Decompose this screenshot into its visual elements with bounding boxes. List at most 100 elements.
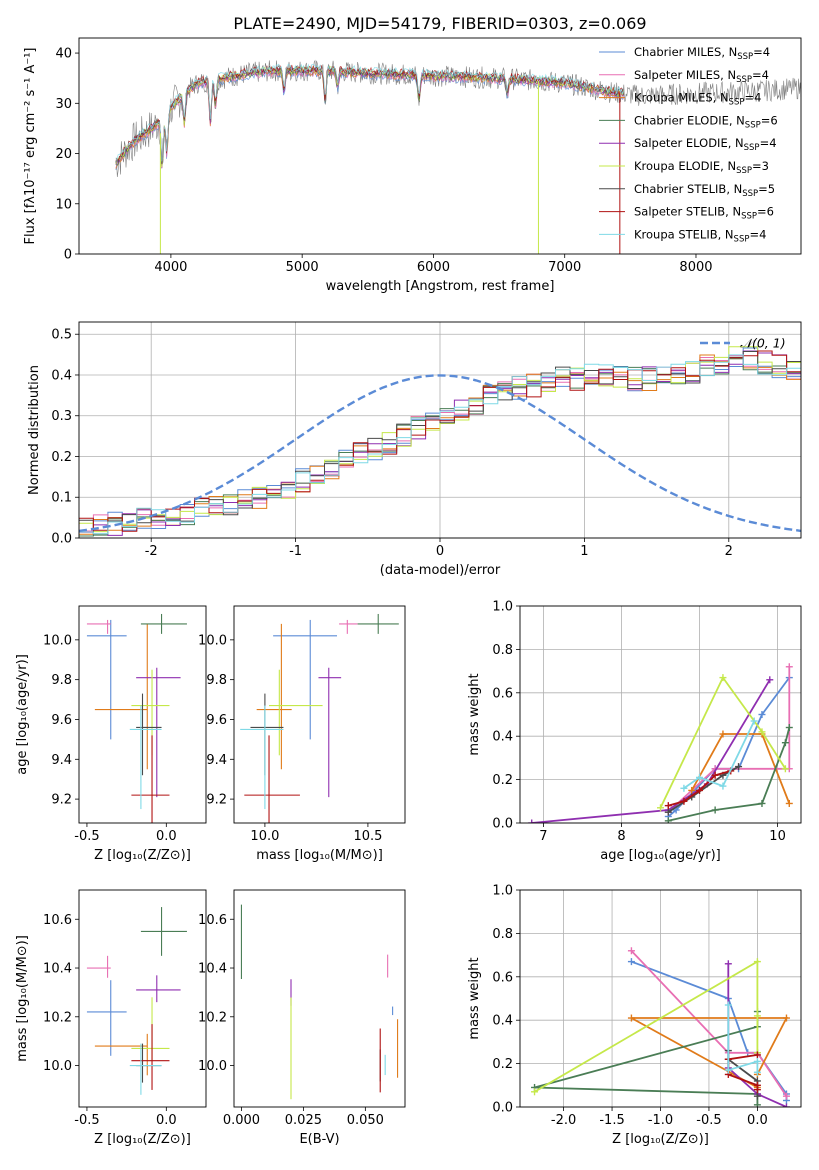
- x-tick-label: 10: [769, 829, 786, 844]
- y-tick-label: 20: [55, 147, 72, 162]
- y-axis-label: mass weight: [467, 673, 482, 755]
- legend-entry: Salpeter MILES, NSSP=4: [634, 68, 769, 85]
- x-tick-label: 4000: [154, 260, 187, 275]
- x-tick-label: 7000: [548, 260, 581, 275]
- legend-subscript: SSP: [737, 52, 753, 62]
- legend-entry: Salpeter ELODIE, NSSP=4: [634, 136, 777, 153]
- y-tick-label: 10.2: [43, 1010, 72, 1025]
- legend-subscript: SSP: [744, 143, 760, 153]
- x-tick-label: 2: [725, 544, 733, 559]
- y-tick-label: 0.0: [492, 1101, 513, 1116]
- x-axis-label: (data-model)/error: [380, 563, 501, 578]
- x-tick-label: 0.0: [747, 1113, 768, 1128]
- spectrum-plot-area: [115, 59, 801, 254]
- y-tick-label: 9.6: [51, 713, 72, 728]
- x-axis-label: Z [log₁₀(Z/Z⊙)]: [612, 1132, 709, 1147]
- y-tick-label: 0.3: [51, 409, 72, 424]
- y-tick-label: 0.0: [51, 532, 72, 547]
- age-vs-Z-plot-area: [86, 613, 187, 823]
- legend-subscript: SSP: [734, 234, 750, 244]
- legend-subscript: SSP: [742, 189, 758, 199]
- y-tick-label: 9.8: [51, 673, 72, 688]
- y-tick-label: 0.2: [492, 1057, 513, 1072]
- x-axis-label: mass [log₁₀(M/M⊙)]: [256, 848, 383, 863]
- legend-subscript: SSP: [729, 98, 745, 108]
- x-tick-label: 7: [539, 829, 547, 844]
- sfh-line: [683, 720, 756, 790]
- y-tick-label: 40: [55, 47, 72, 62]
- y-tick-label: 9.2: [51, 793, 72, 808]
- legend-entry: Chabrier STELIB, NSSP=5: [634, 182, 775, 199]
- x-tick-label: 8000: [679, 260, 712, 275]
- y-axis-label: Flux [fλ10⁻¹⁷ erg cm⁻² s⁻¹ A⁻¹]: [23, 48, 38, 245]
- y-tick-label: 10: [55, 197, 72, 212]
- legend-suffix: =4: [753, 45, 770, 59]
- axes-frame: [233, 889, 406, 1108]
- x-tick-label: 9: [695, 829, 703, 844]
- y-tick-label: 9.6: [206, 713, 227, 728]
- x-tick-label: 0: [436, 544, 444, 559]
- y-tick-label: 0.5: [51, 328, 72, 343]
- sfh-line: [534, 960, 759, 1093]
- legend-suffix: =4: [749, 227, 766, 241]
- y-tick-label: 10.0: [43, 1059, 72, 1074]
- gaussian-curve: [79, 374, 801, 533]
- x-tick-label: 5000: [286, 260, 319, 275]
- massweight-vs-age-plot-area: [528, 663, 793, 823]
- y-tick-label: 10.6: [43, 913, 72, 928]
- y-axis-label: mass weight: [467, 957, 482, 1039]
- legend-subscript: SSP: [736, 166, 752, 176]
- x-tick-label: 0.0: [156, 829, 177, 844]
- legend-subscript: SSP: [745, 120, 761, 130]
- y-tick-label: 1.0: [492, 884, 513, 899]
- legend-suffix: =5: [758, 182, 775, 196]
- legend-suffix: =4: [760, 136, 777, 150]
- y-tick-label: 0.0: [492, 817, 513, 832]
- page-title: PLATE=2490, MJD=54179, FIBERID=0303, z=0…: [233, 14, 646, 33]
- massweight-vs-Z-plot-area: [531, 947, 790, 1107]
- sfh-line: [531, 679, 771, 823]
- y-tick-label: 0.4: [492, 1014, 513, 1029]
- x-tick-label: -0.5: [74, 1113, 99, 1128]
- sfh-line: [630, 950, 788, 1097]
- x-tick-label: -2.0: [551, 1113, 576, 1128]
- x-tick-label: 0.025: [285, 1113, 322, 1128]
- legend-suffix: =6: [757, 205, 774, 219]
- residual-histogram-plot-area: [79, 346, 801, 538]
- x-tick-label: 0.050: [347, 1113, 384, 1128]
- x-tick-label: 10.5: [353, 829, 382, 844]
- y-tick-label: 0.6: [492, 686, 513, 701]
- y-tick-label: 0.1: [51, 491, 72, 506]
- axes-frame: [519, 889, 802, 1108]
- y-tick-label: 0.2: [492, 773, 513, 788]
- massweight-vs-age-chart: 7 8 9 10 0.0 0.2 0.4 0.6 0.8 1.0 age [log₁₀(age/yr…: [467, 600, 802, 863]
- x-axis-label: age [log₁₀(age/yr)]: [600, 848, 721, 863]
- legend-entry: 𝒩(0, 1): [740, 336, 786, 351]
- y-tick-label: 0.4: [51, 368, 72, 383]
- sfh-line: [630, 1017, 788, 1089]
- y-tick-label: 10.4: [43, 962, 72, 977]
- y-axis-label: Normed distribution: [27, 365, 42, 495]
- age-vs-Z-chart: -0.5 0.0 9.2 9.4 9.6 9.8 10.0 Z [log₁₀(Z/Z⊙)] ag…: [15, 605, 207, 863]
- legend-suffix: =3: [752, 159, 769, 173]
- mass-vs-ebv-plot-area: [240, 904, 399, 1100]
- histogram-step: [79, 354, 801, 538]
- y-tick-label: 10.0: [43, 633, 72, 648]
- spectrum-model-line: [115, 63, 625, 162]
- spectrum-chart: 4000 5000 6000 7000 8000 0 10 20 30 40 wavelength …: [23, 37, 802, 294]
- histogram-step: [79, 350, 801, 538]
- sfh-line: [727, 1005, 759, 1073]
- histogram-step: [79, 351, 801, 538]
- histogram-step: [79, 355, 801, 538]
- x-tick-label: 0.0: [156, 1113, 177, 1128]
- x-tick-label: 1: [580, 544, 588, 559]
- y-tick-label: 9.4: [206, 753, 227, 768]
- histogram-step: [79, 354, 801, 538]
- y-tick-label: 0.8: [492, 927, 513, 942]
- age-vs-mass-plot-area: [240, 613, 399, 823]
- legend-subscript: SSP: [741, 212, 757, 222]
- age-vs-mass-chart: 10.0 10.5 9.2 9.4 9.6 9.8 10.0 mass [log₁₀(M/M⊙…: [198, 605, 406, 863]
- x-tick-label: -2: [145, 544, 158, 559]
- y-tick-label: 10.0: [198, 1059, 227, 1074]
- y-tick-label: 10.6: [198, 913, 227, 928]
